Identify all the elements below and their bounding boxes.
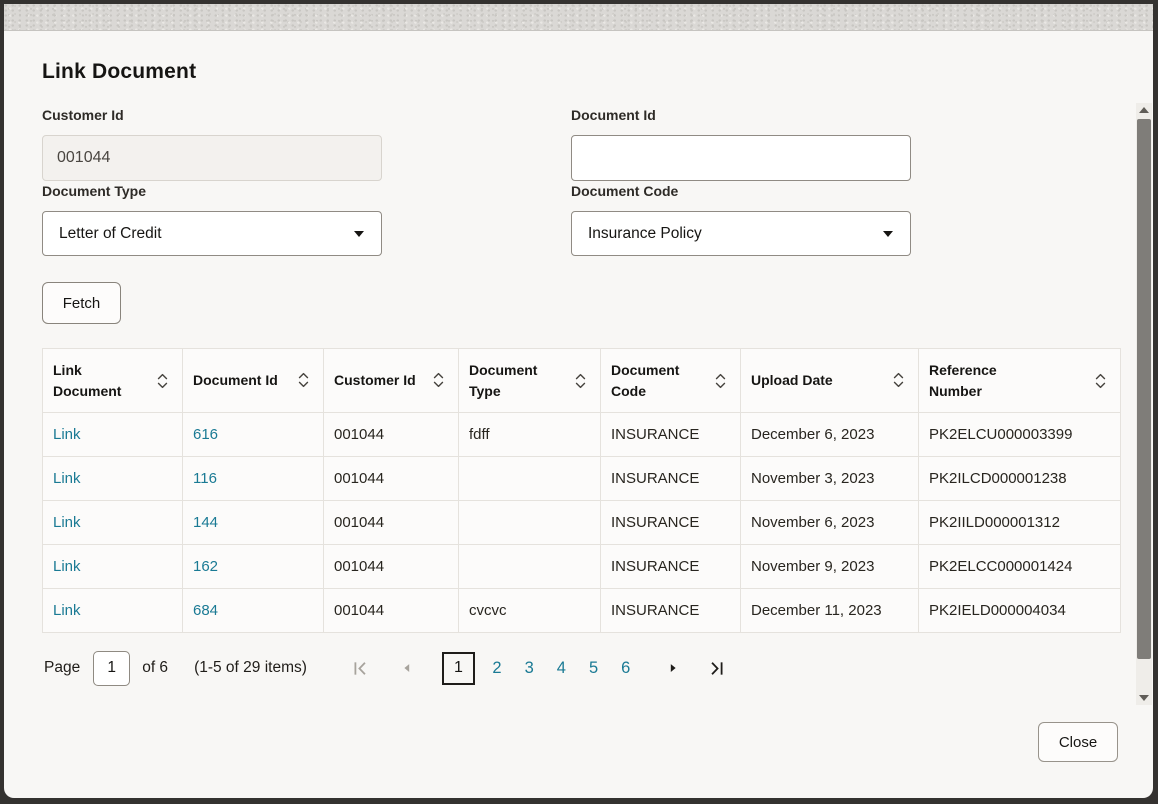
sort-icon[interactable] [433,371,444,389]
customer-id-cell: 001044 [323,544,459,589]
customer-id-cell: 001044 [323,588,459,633]
document-id-link[interactable]: 684 [193,602,219,619]
document-code-cell: INSURANCE [600,412,741,457]
table-row: Link 162 001044 INSURANCE November 9, 20… [42,544,1121,589]
last-page-icon[interactable] [708,659,726,677]
customer-id-field[interactable] [42,135,382,181]
close-button[interactable]: Close [1038,722,1118,762]
document-code-cell: INSURANCE [600,588,741,633]
link-document-modal: Link Document Customer Id Document Id Do… [4,31,1153,798]
document-type-cell [458,544,601,589]
reference-number-cell: PK2ELCU000003399 [918,412,1121,457]
document-type-cell [458,500,601,545]
document-type-cell: fdff [458,412,601,457]
table-row: Link 684 001044 cvcvc INSURANCE December… [42,588,1121,633]
link-document-link[interactable]: Link [53,426,81,443]
sort-icon[interactable] [893,371,904,389]
document-type-selected-value: Letter of Credit [59,224,162,242]
document-type-cell: cvcvc [458,588,601,633]
document-type-select[interactable]: Letter of Credit [42,211,382,256]
fetch-button[interactable]: Fetch [42,282,121,324]
sort-icon[interactable] [575,372,586,390]
first-page-icon[interactable] [352,659,370,677]
customer-id-label: Customer Id [42,107,124,123]
page-link-5[interactable]: 5 [588,658,599,677]
document-type-cell [458,456,601,501]
pagination-bar: Page of 6 (1-5 of 29 items) 12 3 4 5 6 [44,647,726,689]
page-link-4[interactable]: 4 [556,658,566,677]
document-code-label: Document Code [571,183,679,199]
document-id-field[interactable] [571,135,911,181]
table-row: Link 144 001044 INSURANCE November 6, 20… [42,500,1121,545]
scroll-down-icon[interactable] [1136,691,1152,705]
upload-date-cell: November 3, 2023 [740,456,919,501]
reference-number-cell: PK2ILCD000001238 [918,456,1121,501]
upload-date-cell: November 9, 2023 [740,544,919,589]
documents-table: Link Document Document Id Customer Id [42,348,1121,633]
current-page-indicator[interactable]: 1 [441,651,475,685]
document-code-select[interactable]: Insurance Policy [571,211,911,256]
page-link-2[interactable]: 2 [492,658,502,677]
sort-icon[interactable] [715,372,726,390]
page-link-3[interactable]: 3 [524,658,534,677]
document-id-link[interactable]: 116 [193,470,217,487]
reference-number-cell: PK2IILD000001312 [918,500,1121,545]
table-row: Link 616 001044 fdff INSURANCE December … [42,412,1121,457]
upload-date-cell: November 6, 2023 [740,500,919,545]
page-number-input[interactable] [93,650,131,686]
column-header[interactable]: Customer Id [323,348,459,413]
column-header[interactable]: Document Id [182,348,324,413]
column-header[interactable]: Document Code [600,348,741,413]
document-id-link[interactable]: 162 [193,558,219,575]
customer-id-cell: 001044 [323,456,459,501]
vertical-scrollbar[interactable] [1136,103,1152,705]
scroll-up-icon[interactable] [1136,103,1152,117]
link-document-link[interactable]: Link [53,558,81,575]
page-link-6[interactable]: 6 [621,658,631,677]
table-row: Link 116 001044 INSURANCE November 3, 20… [42,456,1121,501]
document-type-label: Document Type [42,183,146,199]
document-code-cell: INSURANCE [600,500,741,545]
column-header[interactable]: Upload Date [740,348,919,413]
column-header[interactable]: Document Type [458,348,601,413]
sort-icon[interactable] [157,372,168,390]
caret-down-icon [883,230,893,237]
reference-number-cell: PK2ELCC000001424 [918,544,1121,589]
link-document-link[interactable]: Link [53,470,81,487]
page-label: Page [44,659,81,676]
items-range-summary: (1-5 of 29 items) [194,659,307,676]
column-header[interactable]: Link Document [42,348,183,413]
document-id-link[interactable]: 616 [193,426,219,443]
document-id-label: Document Id [571,107,656,123]
upload-date-cell: December 6, 2023 [740,412,919,457]
customer-id-cell: 001044 [323,412,459,457]
document-id-link[interactable]: 144 [193,514,219,531]
table-body: Link 616 001044 fdff INSURANCE December … [42,412,1121,633]
previous-page-icon[interactable] [398,659,416,677]
caret-down-icon [354,230,364,237]
document-code-selected-value: Insurance Policy [588,224,702,242]
column-header[interactable]: Reference Number [918,348,1121,413]
scrollbar-thumb[interactable] [1137,119,1151,659]
document-code-cell: INSURANCE [600,456,741,501]
page-of-total: of 6 [142,659,169,676]
sort-icon[interactable] [1095,372,1106,390]
link-document-link[interactable]: Link [53,514,81,531]
sort-icon[interactable] [298,371,309,389]
customer-id-cell: 001044 [323,500,459,545]
link-document-link[interactable]: Link [53,602,81,619]
next-page-icon[interactable] [664,659,682,677]
page-title: Link Document [42,60,197,83]
reference-number-cell: PK2IELD000004034 [918,588,1121,633]
document-code-cell: INSURANCE [600,544,741,589]
table-header-row: Link Document Document Id Customer Id [42,348,1121,413]
upload-date-cell: December 11, 2023 [740,588,919,633]
dimmed-background-strip [4,4,1153,31]
